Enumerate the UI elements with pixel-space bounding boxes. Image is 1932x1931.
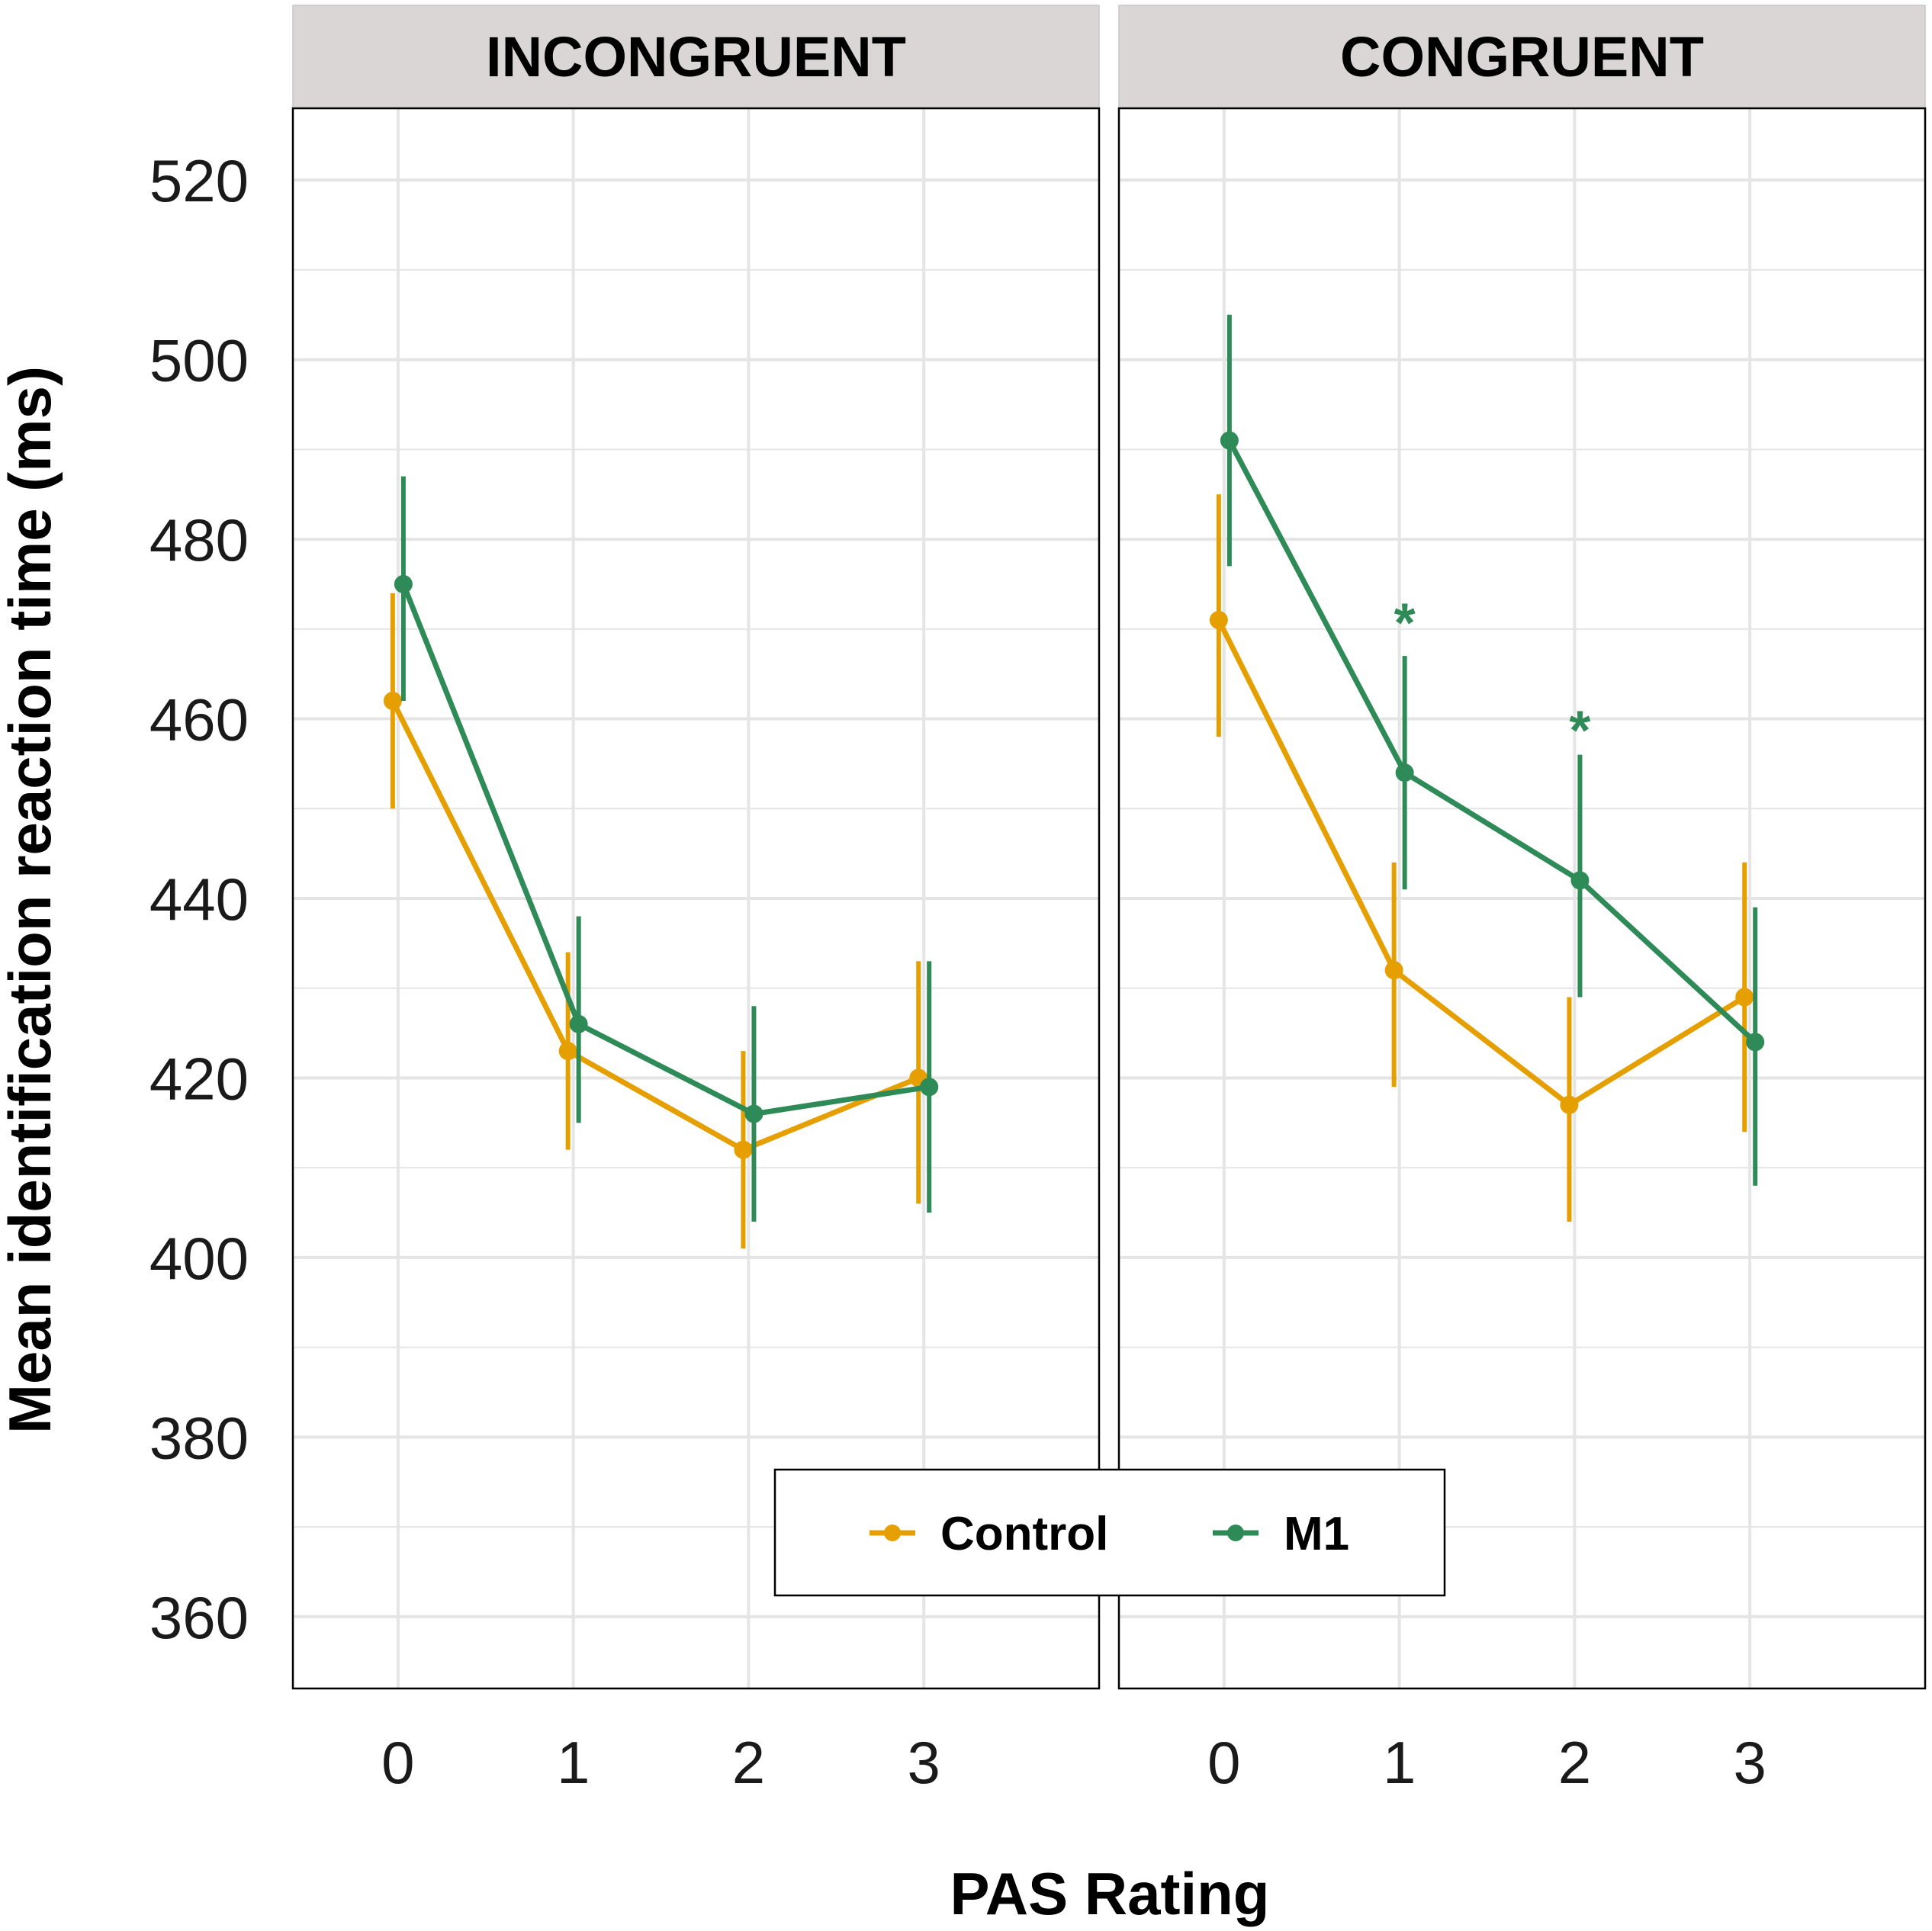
panel-border (1117, 107, 1927, 1690)
data-point-control (558, 1042, 577, 1061)
data-point-control (1560, 1095, 1579, 1114)
y-tick-label: 520 (149, 147, 249, 214)
data-point-m1 (1220, 431, 1239, 450)
y-tick-label: 380 (149, 1404, 249, 1471)
panel-strip (1118, 5, 1926, 109)
series-line-m1 (400, 583, 930, 1117)
x-axis-title: PAS Rating (950, 1860, 1270, 1927)
x-tick-label: 3 (908, 1729, 940, 1796)
x-tick-label: 2 (1558, 1729, 1591, 1796)
data-point-m1 (1395, 763, 1414, 782)
panels-layer: INCONGRUENT CONGRUENT * * (291, 5, 1927, 1690)
series-line-control (390, 699, 920, 1153)
x-tick-label: 0 (1207, 1729, 1240, 1796)
x-tick-label: 0 (381, 1729, 414, 1796)
y-tick-label: 460 (149, 686, 249, 753)
x-tick-label: 3 (1734, 1729, 1766, 1796)
panel-title: CONGRUENT (1340, 25, 1704, 88)
data-point-m1 (1570, 871, 1590, 890)
x-axis: 0 1 2 3 0 1 2 3 (381, 1729, 1766, 1796)
y-tick-label: 440 (149, 866, 249, 933)
significance-marker: * (1394, 593, 1416, 654)
panel-strip (292, 5, 1100, 109)
data-point-control (383, 692, 402, 710)
data-point-control (1209, 611, 1228, 630)
panel-incongruent: INCONGRUENT (291, 5, 1101, 1690)
y-tick-label: 360 (149, 1584, 249, 1651)
x-tick-label: 1 (557, 1729, 590, 1796)
y-tick-label: 480 (149, 506, 249, 574)
legend-label-m1: M1 (1284, 1508, 1349, 1560)
data-point-m1 (394, 574, 413, 593)
legend-key-control (870, 1525, 915, 1541)
data-point-m1 (1746, 1033, 1765, 1052)
series-line-control (1216, 618, 1747, 1108)
x-tick-label: 1 (1383, 1729, 1416, 1796)
y-axis: 360 380 400 420 440 460 480 500 520 (149, 147, 249, 1651)
data-point-control (1735, 988, 1754, 1007)
y-axis-title: Mean identification reaction time (ms) (0, 366, 63, 1434)
legend-key-m1 (1213, 1525, 1259, 1541)
data-point-m1 (569, 1014, 588, 1033)
y-tick-label: 400 (149, 1225, 249, 1292)
data-point-m1 (920, 1078, 939, 1097)
data-point-control (734, 1140, 753, 1159)
data-point-control (1384, 961, 1403, 980)
series-line-m1 (1226, 439, 1757, 1044)
panel-border (291, 107, 1101, 1690)
significance-marker: * (1569, 701, 1590, 762)
legend: Control M1 (773, 1468, 1446, 1597)
x-tick-label: 2 (732, 1729, 765, 1796)
y-tick-label: 420 (149, 1045, 249, 1112)
legend-label-control: Control (940, 1508, 1108, 1560)
data-point-m1 (744, 1104, 763, 1123)
panel-title: INCONGRUENT (486, 25, 906, 88)
panel-congruent: CONGRUENT * * (1117, 5, 1927, 1690)
y-tick-label: 500 (149, 327, 249, 394)
